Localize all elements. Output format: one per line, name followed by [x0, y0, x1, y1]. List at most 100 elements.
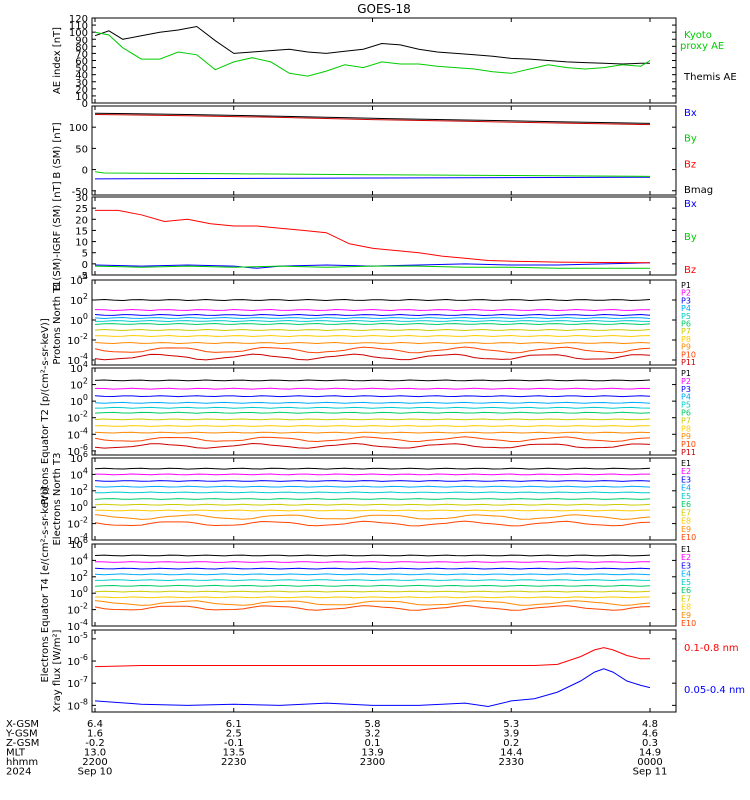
series-Bmag: [94, 112, 651, 124]
y-tick-label: 30: [75, 193, 88, 204]
legend-Bz: Bz: [684, 265, 696, 276]
series-E5: [94, 579, 651, 582]
y-tick-label: 20: [75, 215, 88, 226]
series-P8: [95, 425, 651, 427]
legend-E9: E9: [681, 525, 691, 534]
series-E7: [94, 590, 651, 593]
series-Bx: [94, 176, 651, 180]
y-tick-label: 100: [70, 585, 88, 600]
y-tick-label: 100: [69, 123, 88, 134]
legend-E2: E2: [681, 467, 691, 476]
series-0.05-0.4-nm: [94, 668, 651, 708]
legend-By: By: [684, 134, 697, 145]
legend-P2: P2: [681, 377, 691, 386]
legend-E6: E6: [681, 500, 691, 509]
x-value: 3.9: [503, 729, 519, 740]
legend-E3: E3: [681, 561, 691, 570]
y-tick-label: 50: [75, 144, 88, 155]
series-P6: [94, 411, 651, 414]
panel-frame: [91, 457, 677, 541]
legend-P10: P10: [681, 350, 696, 359]
series-Kyoto-proxy-AE: [94, 31, 651, 77]
legend-P6: P6: [681, 409, 691, 418]
row-label-MLT: MLT: [6, 748, 26, 759]
series-P1: [94, 298, 651, 302]
legend-P4: P4: [681, 304, 691, 313]
series-E10: [94, 520, 651, 527]
y-tick-label: 10-5: [67, 631, 88, 646]
x-value: 2.5: [226, 729, 242, 740]
x-value: 5.3: [503, 719, 519, 730]
legend-E7: E7: [681, 594, 691, 603]
series-E3: [94, 480, 651, 482]
series-P6: [94, 322, 651, 326]
x-value: 5.8: [365, 719, 381, 730]
y-tick-label: 15: [75, 226, 88, 237]
x-value: 2200: [82, 757, 107, 768]
y-tick-label: 10-2: [67, 516, 88, 531]
series-By: [94, 265, 650, 269]
legend-kyoto: Kyoto: [684, 30, 712, 41]
series-E10: [94, 604, 651, 611]
series-E2: [94, 561, 650, 563]
series-E8: [95, 596, 651, 599]
x-value: 2300: [360, 757, 385, 768]
series-E8: [95, 509, 651, 512]
y-axis-label: B (SM) [nT]: [52, 122, 63, 178]
legend-E2: E2: [681, 553, 691, 562]
legend-Bz: Bz: [684, 159, 696, 170]
y-tick-label: 104: [70, 552, 88, 567]
y-tick-label: -50: [72, 187, 88, 198]
legend-By: By: [684, 232, 697, 243]
y-tick-label: 120: [69, 14, 88, 25]
panel-frame: [91, 105, 677, 196]
x-value: 6.4: [87, 719, 103, 730]
y-tick-label: 10-2: [67, 410, 88, 425]
panel-frame: [91, 196, 677, 276]
y-tick-label: 102: [70, 483, 88, 498]
y-tick-label: 20: [75, 85, 88, 96]
y-axis-label: Protons North T1: [52, 280, 63, 364]
y-tick-label: 10-4: [67, 426, 88, 441]
x-value: 13.9: [361, 748, 383, 759]
y-tick-label: 0: [82, 260, 88, 271]
panel-prot-north: Protons North T1 10-410-2100102104P1P2P3P…: [52, 272, 696, 367]
series-0.1-0.8-nm: [94, 647, 650, 668]
x-value: 0.2: [503, 738, 519, 749]
series-P2: [94, 308, 650, 312]
series-P10: [94, 436, 651, 443]
legend-P11: P11: [681, 448, 696, 457]
series-E6: [94, 584, 651, 587]
y-tick-label: 90: [75, 35, 88, 46]
series-Bz: [95, 209, 651, 264]
row-label-2024: 2024: [6, 767, 31, 778]
legend-Bx: Bx: [684, 108, 697, 119]
legend-P7: P7: [681, 416, 691, 425]
series-E4: [94, 573, 651, 576]
panel-frame: [91, 543, 677, 627]
x-value: Sep 11: [633, 767, 668, 778]
y-tick-label: 100: [69, 28, 88, 39]
x-value: 2330: [499, 757, 524, 768]
series-E3: [94, 567, 651, 570]
series-E9: [94, 514, 651, 520]
x-value: 13.5: [223, 748, 245, 759]
series-E4: [94, 485, 651, 488]
series-P9: [94, 341, 651, 345]
y-axis-label: Protons Equator T2 [p/(cm²-s-sr-keV)]: [40, 318, 51, 505]
legend-P11: P11: [681, 358, 696, 367]
series-Bx: [94, 262, 651, 269]
panel-frame: [91, 17, 677, 104]
x-value: 3.2: [365, 729, 381, 740]
panel-prot-eq: Protons Equator T2 [p/(cm²-s-sr-keV)] 10-…: [40, 318, 696, 505]
panel-frame: [91, 367, 677, 456]
legend-E9: E9: [681, 611, 691, 620]
y-axis-label: AE index [nT]: [52, 27, 63, 94]
panel-bsm: B (SM) [nT] -50 0 50 100 Bx By Bz Bmag: [52, 105, 713, 198]
x-value: 4.6: [642, 729, 658, 740]
series-Themis-AE: [94, 25, 650, 65]
x-value: 0000: [637, 757, 662, 768]
legend-E4: E4: [681, 570, 691, 579]
legend-P5: P5: [681, 312, 691, 321]
legend-E8: E8: [681, 517, 691, 526]
